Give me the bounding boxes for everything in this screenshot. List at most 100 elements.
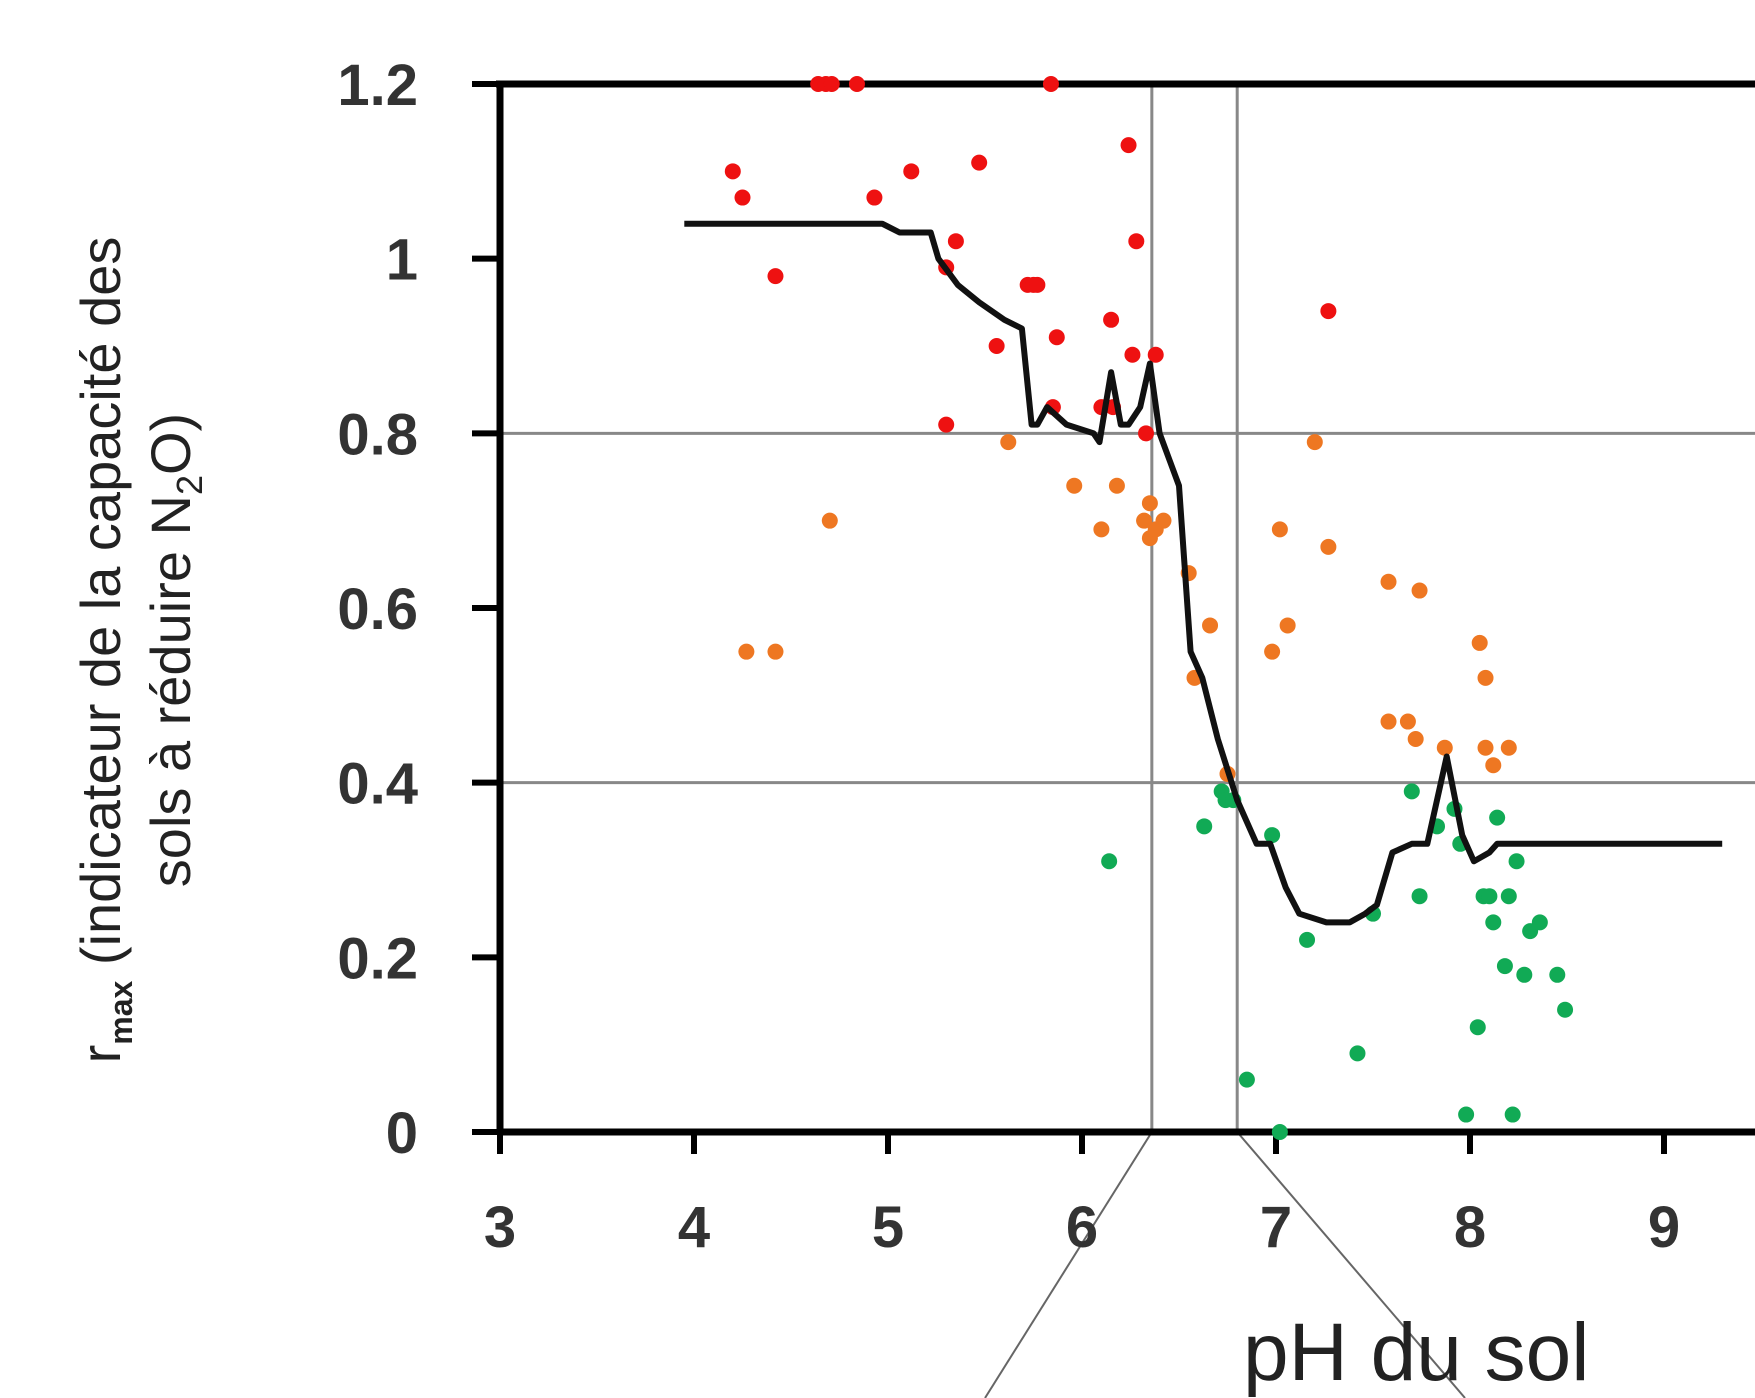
y-tick-label: 1.2 <box>337 53 418 118</box>
data-point-orange <box>1477 739 1494 756</box>
data-point-red <box>1124 346 1141 363</box>
data-point-orange <box>1399 713 1416 730</box>
data-point-green <box>1531 914 1548 931</box>
x-tick-label: 6 <box>1066 1195 1098 1260</box>
data-point-red <box>848 76 865 92</box>
y-axis-ticks: 0 0.2 0.4 0.6 0.8 1 1.2 <box>337 53 500 1166</box>
data-point-orange <box>1320 538 1337 555</box>
data-point-orange <box>1471 634 1488 651</box>
x-tick-label: 9 <box>1648 1195 1680 1260</box>
y-tick-label: 1 <box>386 228 418 293</box>
data-point-orange <box>1279 617 1296 634</box>
data-point-red <box>1138 425 1155 442</box>
data-point-orange <box>1485 757 1502 774</box>
data-point-orange <box>1306 434 1323 451</box>
y-label-chem-sub: 2 <box>169 475 210 495</box>
data-point-red <box>1128 233 1145 250</box>
y-tick-label: 0.2 <box>337 926 418 991</box>
data-point-green <box>1299 931 1316 948</box>
data-point-red <box>734 189 751 206</box>
y-tick-label: 0.6 <box>337 577 418 642</box>
data-point-red <box>903 163 920 180</box>
data-point-green <box>1403 783 1420 800</box>
y-label-rest3: O) <box>139 413 202 475</box>
data-point-red <box>767 268 784 285</box>
y-axis-label: rmax (indicateur de la capacité des sols… <box>69 237 210 1064</box>
x-axis-label: pH du sol <box>1243 1307 1589 1398</box>
y-label-rest1: (indicateur de la capacité des <box>69 237 132 981</box>
data-point-green <box>1485 914 1502 931</box>
data-point-red <box>1029 276 1046 293</box>
data-point-red <box>866 189 883 206</box>
data-point-orange <box>1271 521 1288 538</box>
data-point-orange <box>1093 521 1110 538</box>
data-point-green <box>1481 888 1498 905</box>
data-point-orange <box>1141 495 1158 512</box>
data-point-green <box>1504 1106 1521 1123</box>
reference-lines <box>500 84 1755 1398</box>
data-point-green <box>1264 827 1281 844</box>
data-point-red <box>823 76 840 92</box>
zoom-connector-line <box>984 1131 1153 1398</box>
data-point-green <box>1271 1124 1288 1140</box>
data-point-green <box>1489 809 1506 826</box>
data-point-red <box>971 154 988 171</box>
svg-text:rmax (indicateur de la capacit: rmax (indicateur de la capacité des <box>69 237 139 1064</box>
data-point-red <box>988 338 1005 354</box>
data-point-orange <box>1066 477 1083 494</box>
data-point-orange <box>1407 731 1424 747</box>
x-tick-label: 3 <box>484 1195 516 1260</box>
data-point-green <box>1516 966 1533 983</box>
data-point-orange <box>821 512 838 529</box>
data-point-green <box>1196 818 1213 835</box>
y-label-main: r <box>69 1045 132 1064</box>
data-point-green <box>1469 1019 1486 1036</box>
data-point-green <box>1549 966 1566 983</box>
smoothed-curve <box>684 220 1723 926</box>
x-tick-label: 4 <box>678 1195 710 1260</box>
data-point-orange <box>1000 434 1017 451</box>
data-point-orange <box>1108 477 1125 494</box>
zoom-connector-line <box>1236 1131 1466 1398</box>
data-point-green <box>1458 1106 1475 1123</box>
data-point-red <box>938 416 955 433</box>
data-point-green <box>1238 1071 1255 1088</box>
x-tick-label: 7 <box>1260 1195 1292 1260</box>
data-point-orange <box>1380 573 1397 590</box>
data-point-orange <box>1264 643 1281 660</box>
y-label-rest2: sols à réduire N <box>139 495 202 887</box>
y-tick-label: 0.8 <box>337 402 418 467</box>
data-point-green <box>1557 1001 1574 1018</box>
data-point-orange <box>1136 512 1153 529</box>
data-point-orange <box>1411 582 1428 599</box>
data-point-red <box>947 233 964 250</box>
data-point-green <box>1411 888 1428 905</box>
svg-text:sols à réduire N2O): sols à réduire N2O) <box>139 413 210 887</box>
axes <box>496 80 1755 1136</box>
data-point-green <box>1101 853 1118 870</box>
data-point-red <box>1120 137 1137 154</box>
data-point-red <box>724 163 741 180</box>
y-label-sub: max <box>103 980 139 1044</box>
x-axis-ticks: 3 4 5 6 7 8 9 <box>484 1132 1680 1260</box>
data-point-orange <box>1436 739 1453 756</box>
data-point-orange <box>1477 669 1494 686</box>
data-point-green <box>1508 853 1525 870</box>
data-point-red <box>1103 311 1120 328</box>
data-point-orange <box>1500 739 1517 756</box>
data-point-green <box>1496 958 1513 975</box>
y-tick-label: 0 <box>386 1101 418 1166</box>
data-point-orange <box>1202 617 1219 634</box>
data-point-orange <box>1380 713 1397 730</box>
data-point-red <box>1147 346 1164 363</box>
data-points <box>724 76 1574 1140</box>
x-tick-label: 8 <box>1454 1195 1486 1260</box>
data-point-green <box>1349 1045 1366 1062</box>
data-point-red <box>1042 76 1059 92</box>
x-tick-label: 5 <box>872 1195 904 1260</box>
data-point-orange <box>738 643 755 660</box>
data-point-red <box>1320 303 1337 320</box>
y-tick-label: 0.4 <box>337 752 418 817</box>
data-point-orange <box>767 643 784 660</box>
